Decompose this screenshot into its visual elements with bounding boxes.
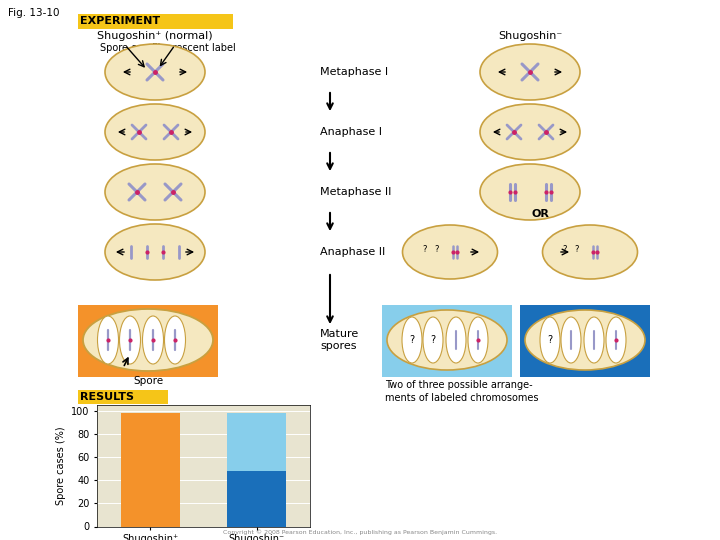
Ellipse shape xyxy=(584,317,604,363)
Ellipse shape xyxy=(423,317,443,363)
Text: RESULTS: RESULTS xyxy=(80,392,134,402)
Text: Mature
spores: Mature spores xyxy=(320,329,359,351)
Text: Two of three possible arrange-
ments of labeled chromosomes: Two of three possible arrange- ments of … xyxy=(385,380,539,403)
Ellipse shape xyxy=(97,316,119,364)
Ellipse shape xyxy=(105,164,205,220)
Ellipse shape xyxy=(143,316,163,364)
Text: Metaphase II: Metaphase II xyxy=(320,187,392,197)
Ellipse shape xyxy=(540,317,560,363)
Ellipse shape xyxy=(83,309,213,371)
FancyBboxPatch shape xyxy=(78,390,168,404)
Ellipse shape xyxy=(402,317,422,363)
Text: EXPERIMENT: EXPERIMENT xyxy=(80,17,160,26)
Ellipse shape xyxy=(164,316,186,364)
Text: Copyright © 2008 Pearson Education, Inc., publishing as Pearson Benjamin Cumming: Copyright © 2008 Pearson Education, Inc.… xyxy=(223,529,497,535)
FancyBboxPatch shape xyxy=(520,305,650,377)
Ellipse shape xyxy=(387,310,507,370)
Bar xyxy=(228,471,286,526)
Text: Spore case: Spore case xyxy=(100,43,153,53)
FancyBboxPatch shape xyxy=(382,305,512,377)
Text: ?: ? xyxy=(431,335,436,345)
Ellipse shape xyxy=(606,317,626,363)
Text: ?: ? xyxy=(563,245,567,253)
Ellipse shape xyxy=(561,317,581,363)
Ellipse shape xyxy=(468,317,488,363)
Y-axis label: Spore cases (%): Spore cases (%) xyxy=(55,427,66,505)
Ellipse shape xyxy=(525,310,645,370)
Text: ?: ? xyxy=(423,245,427,253)
Ellipse shape xyxy=(105,224,205,280)
Bar xyxy=(121,413,179,526)
Ellipse shape xyxy=(480,104,580,160)
Text: Shugoshin⁺ (normal): Shugoshin⁺ (normal) xyxy=(97,31,213,41)
Ellipse shape xyxy=(120,316,140,364)
Text: Fig. 13-10: Fig. 13-10 xyxy=(8,8,60,18)
Text: ?: ? xyxy=(575,245,580,253)
Text: ?: ? xyxy=(435,245,439,253)
Ellipse shape xyxy=(480,44,580,100)
Bar xyxy=(228,413,286,471)
FancyBboxPatch shape xyxy=(78,305,218,377)
Ellipse shape xyxy=(480,164,580,220)
Ellipse shape xyxy=(402,225,498,279)
Ellipse shape xyxy=(446,317,466,363)
Ellipse shape xyxy=(105,44,205,100)
FancyBboxPatch shape xyxy=(78,14,233,29)
Text: Fluorescent label: Fluorescent label xyxy=(152,43,235,53)
Text: Spore: Spore xyxy=(133,376,163,386)
Text: Anaphase I: Anaphase I xyxy=(320,127,382,137)
Text: Anaphase II: Anaphase II xyxy=(320,247,385,257)
Ellipse shape xyxy=(542,225,637,279)
Ellipse shape xyxy=(105,104,205,160)
Text: Shugoshin⁻: Shugoshin⁻ xyxy=(498,31,562,41)
Text: Metaphase I: Metaphase I xyxy=(320,67,388,77)
Text: ?: ? xyxy=(547,335,552,345)
Text: OR: OR xyxy=(531,209,549,219)
Text: ?: ? xyxy=(410,335,415,345)
